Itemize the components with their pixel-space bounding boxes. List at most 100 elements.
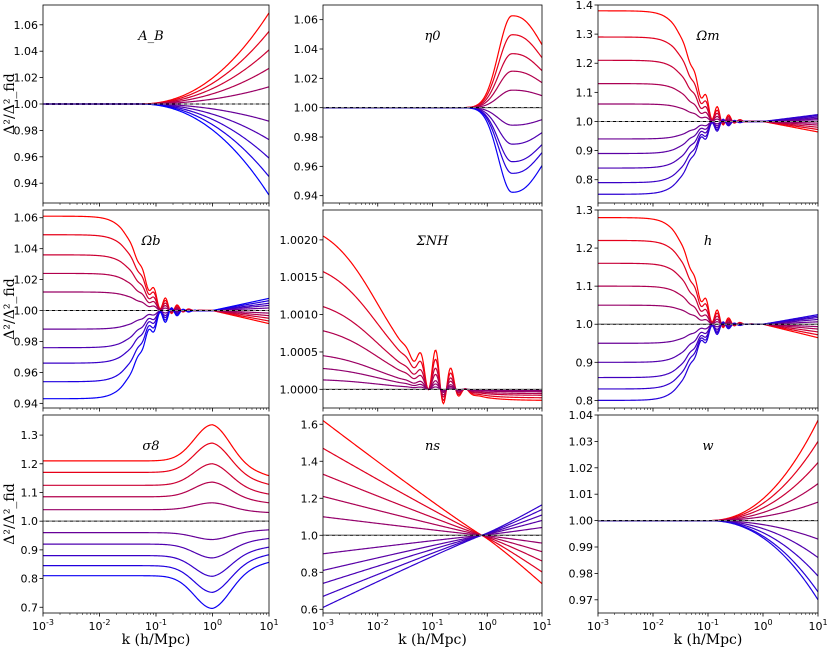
xtick-label-w-1: 10-2 — [642, 618, 664, 633]
ytick-label-A_B-4: 1.02 — [14, 72, 39, 85]
series-line-sigma_8-9 — [43, 561, 269, 610]
ytick-label-eta_0-1: 0.96 — [294, 160, 319, 173]
ytick-label-A_B-5: 1.04 — [14, 45, 39, 58]
ylabel-row-1: Δ²/Δ²_fid — [2, 278, 18, 340]
xtick-label-sigma_8-0: 10-3 — [32, 618, 54, 633]
ytick-label-n_s-5: 1.6 — [301, 418, 319, 431]
series-line-Omega_b-9 — [43, 297, 269, 400]
series-line-eta_0-3 — [323, 70, 542, 109]
ytick-label-Omega_b-5: 1.04 — [14, 243, 39, 256]
series-line-h-2 — [598, 262, 818, 333]
series-line-Omega_b-3 — [43, 272, 269, 317]
series-line-n_s-1 — [323, 447, 542, 573]
ytick-label-Omega_m-4: 1.2 — [576, 57, 594, 70]
series-line-Sigma_NH-3 — [323, 330, 542, 396]
ytick-label-n_s-0: 0.6 — [301, 603, 319, 616]
ytick-label-A_B-0: 0.94 — [14, 177, 39, 190]
ytick-label-Sigma_NH-0: 1.0000 — [280, 383, 319, 396]
ytick-label-Omega_b-4: 1.02 — [14, 274, 39, 287]
ytick-label-n_s-2: 1.0 — [301, 529, 319, 542]
plot-area-eta_0 — [323, 15, 542, 193]
ytick-label-Omega_m-2: 1.0 — [576, 115, 594, 128]
series-line-eta_0-6 — [323, 107, 542, 145]
ytick-label-Sigma_NH-3: 1.0015 — [280, 271, 319, 284]
series-line-h-9 — [598, 314, 818, 401]
panel-A_B: 0.94 0.96 0.98 1.00 1.02 1.04 1.06 A_B — [14, 4, 270, 207]
ytick-label-n_s-4: 1.4 — [301, 455, 319, 468]
series-line-Omega_m-2 — [598, 59, 818, 128]
series-line-A_B-6 — [43, 103, 269, 141]
series-line-w-5 — [598, 520, 818, 540]
ytick-label-sigma_8-2: 0.9 — [21, 544, 39, 557]
series-line-h-0 — [598, 217, 818, 339]
series-line-Omega_b-7 — [43, 302, 269, 364]
panel-w: 0.97 0.98 0.99 1.00 1.01 1.02 1.03 1.04 10-3 10-2… — [569, 409, 828, 633]
ylabel-row-2: Δ²/Δ²_fid — [2, 483, 18, 545]
param-label-A_B: A_B — [137, 29, 163, 44]
series-line-Omega_b-2 — [43, 254, 269, 319]
ytick-label-sigma_8-4: 1.1 — [21, 486, 39, 499]
series-line-eta_0-4 — [323, 89, 542, 109]
xlabel-col-0: k (h/Mpc) — [122, 632, 191, 648]
series-line-n_s-7 — [323, 514, 542, 584]
series-line-A_B-9 — [43, 103, 269, 196]
series-line-n_s-6 — [323, 519, 542, 572]
ytick-label-eta_0-6: 1.06 — [294, 14, 319, 27]
series-line-eta_0-9 — [323, 107, 542, 193]
panel-Omega_b: 0.94 0.96 0.98 1.00 1.02 1.04 1.06 Ωb — [14, 209, 270, 412]
panel-h: 0.8 0.9 1.0 1.1 1.2 1.3 h — [576, 204, 819, 412]
series-line-h-6 — [598, 318, 818, 363]
panel-sigma_8: 0.7 0.8 0.9 1.0 1.1 1.2 1.3 10-3 10-2 10-1 100 101 σ… — [21, 414, 279, 633]
xtick-label-sigma_8-3: 100 — [203, 618, 222, 633]
xtick-label-n_s-4: 101 — [532, 618, 551, 633]
series-line-h-5 — [598, 321, 818, 344]
ytick-label-Sigma_NH-4: 1.0020 — [280, 234, 319, 247]
ytick-label-sigma_8-1: 0.8 — [21, 573, 39, 586]
ytick-label-h-3: 1.1 — [576, 280, 594, 293]
series-line-w-9 — [598, 520, 818, 601]
ytick-label-w-3: 1.00 — [569, 515, 594, 528]
plot-area-n_s — [323, 420, 542, 608]
param-label-n_s: ns — [425, 439, 440, 454]
ytick-label-w-1: 0.98 — [569, 567, 594, 580]
series-line-Omega_b-4 — [43, 291, 269, 314]
ytick-label-eta_0-0: 0.94 — [294, 190, 319, 203]
series-line-Omega_m-0 — [598, 10, 818, 133]
ytick-label-h-0: 0.8 — [576, 394, 594, 407]
xtick-label-n_s-1: 10-2 — [367, 618, 389, 633]
ytick-label-Omega_m-1: 0.9 — [576, 145, 594, 158]
ytick-label-w-5: 1.02 — [569, 462, 594, 475]
ytick-label-Sigma_NH-2: 1.0010 — [280, 309, 319, 322]
panel-Omega_m: 0.8 0.9 1.0 1.1 1.2 1.3 1.4 Ωm — [576, 0, 819, 207]
ytick-label-Omega_b-1: 0.96 — [14, 366, 39, 379]
ytick-label-h-2: 1.0 — [576, 318, 594, 331]
series-line-h-1 — [598, 239, 818, 336]
ytick-label-A_B-1: 0.96 — [14, 151, 39, 164]
panel-eta_0: 0.94 0.96 0.98 1.00 1.02 1.04 1.06 η0 — [294, 4, 543, 207]
series-line-w-4 — [598, 501, 818, 522]
plot-area-h — [598, 217, 818, 401]
panels-group: 0.94 0.96 0.98 1.00 1.02 1.04 1.06 A_B 0.94 0.96 0… — [14, 0, 828, 633]
series-line-Sigma_NH-5 — [323, 367, 542, 392]
param-label-Omega_m: Ωm — [695, 29, 719, 44]
ytick-label-w-4: 1.01 — [569, 488, 594, 501]
series-line-sigma_8-3 — [43, 481, 269, 504]
series-line-n_s-4 — [323, 516, 542, 544]
series-line-Sigma_NH-2 — [323, 306, 542, 398]
series-line-Omega_b-8 — [43, 300, 269, 383]
xlabel-col-2: k (h/Mpc) — [674, 632, 743, 648]
series-line-w-6 — [598, 520, 818, 559]
xtick-label-w-2: 10-1 — [697, 618, 719, 633]
ytick-label-Omega_b-3: 1.00 — [14, 305, 39, 318]
series-line-Sigma_NH-1 — [323, 271, 542, 402]
ytick-label-eta_0-2: 0.98 — [294, 131, 319, 144]
param-label-sigma_8: σ8 — [142, 439, 159, 454]
xtick-label-sigma_8-1: 10-2 — [89, 618, 111, 633]
ytick-label-h-1: 0.9 — [576, 356, 594, 369]
series-line-Omega_b-5 — [43, 307, 269, 330]
series-line-Omega_m-9 — [598, 113, 818, 195]
plot-area-Omega_m — [598, 10, 818, 195]
series-line-Sigma_NH-4 — [323, 355, 542, 394]
